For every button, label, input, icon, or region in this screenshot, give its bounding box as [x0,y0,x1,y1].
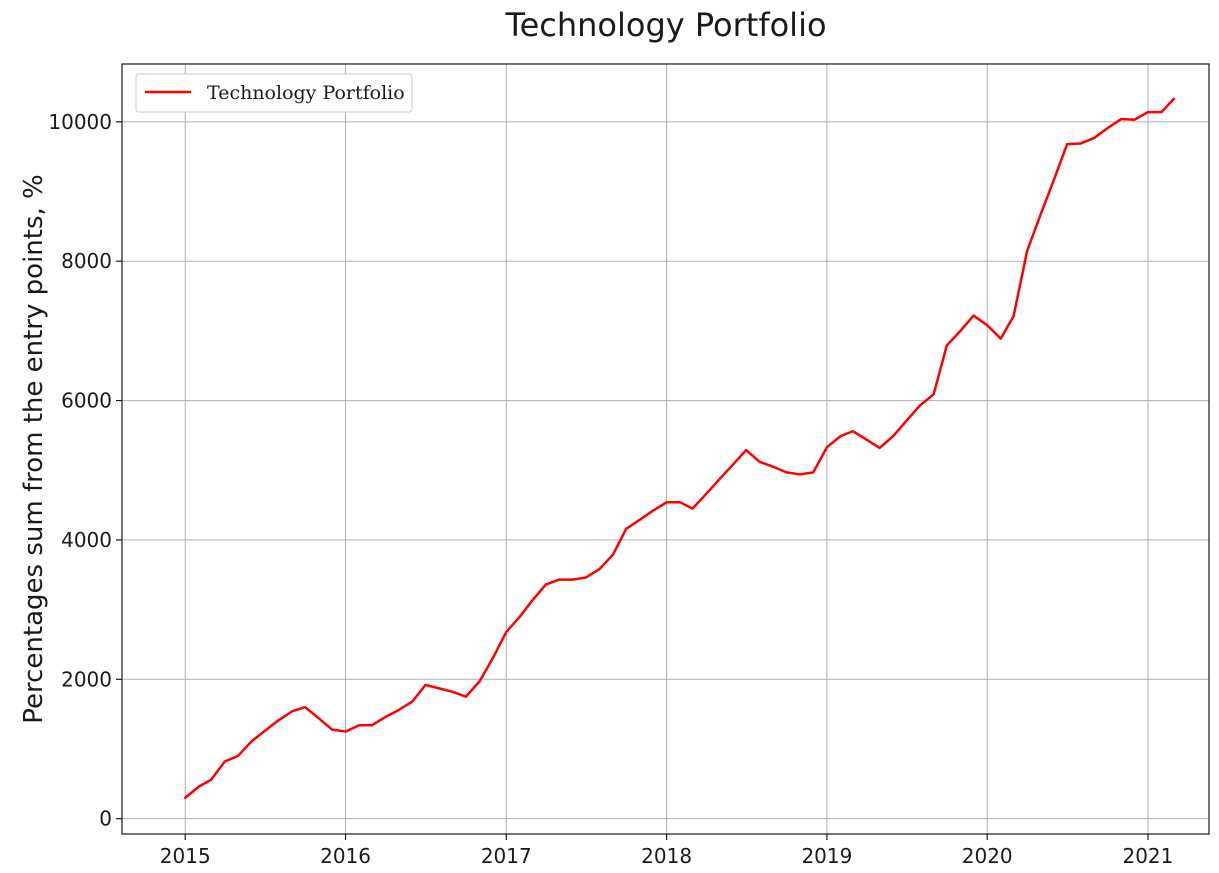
grid-layer [122,64,1209,834]
y-axis-label: Percentages sum from the entry points, % [19,174,49,724]
y-tick-label: 6000 [61,389,112,413]
y-tick-label: 2000 [61,667,112,691]
x-tick-label: 2019 [801,844,852,868]
y-tick-label: 8000 [61,249,112,273]
x-tick-label: 2015 [160,844,211,868]
y-tick-label: 10000 [48,110,112,134]
plot-frame [121,63,1210,835]
legend: Technology Portfolio [135,73,413,113]
y-tick-label: 4000 [61,528,112,552]
series-line [183,97,1176,800]
y-tick-label: 0 [99,807,112,831]
x-tick-label: 2018 [641,844,692,868]
x-tick-label: 2020 [962,844,1013,868]
x-tick-label: 2016 [320,844,371,868]
x-tick-label: 2017 [481,844,532,868]
chart-title: Technology Portfolio [504,6,826,44]
y-axis-ticks: 0 2000 4000 6000 8000 10000 [48,110,122,831]
x-tick-label: 2021 [1122,844,1173,868]
series-layer [183,97,1176,800]
x-axis-ticks: 2015 2016 2017 2018 2019 2020 2021 [160,834,1173,868]
legend-label: Technology Portfolio [207,82,405,104]
legend-box [135,73,413,113]
